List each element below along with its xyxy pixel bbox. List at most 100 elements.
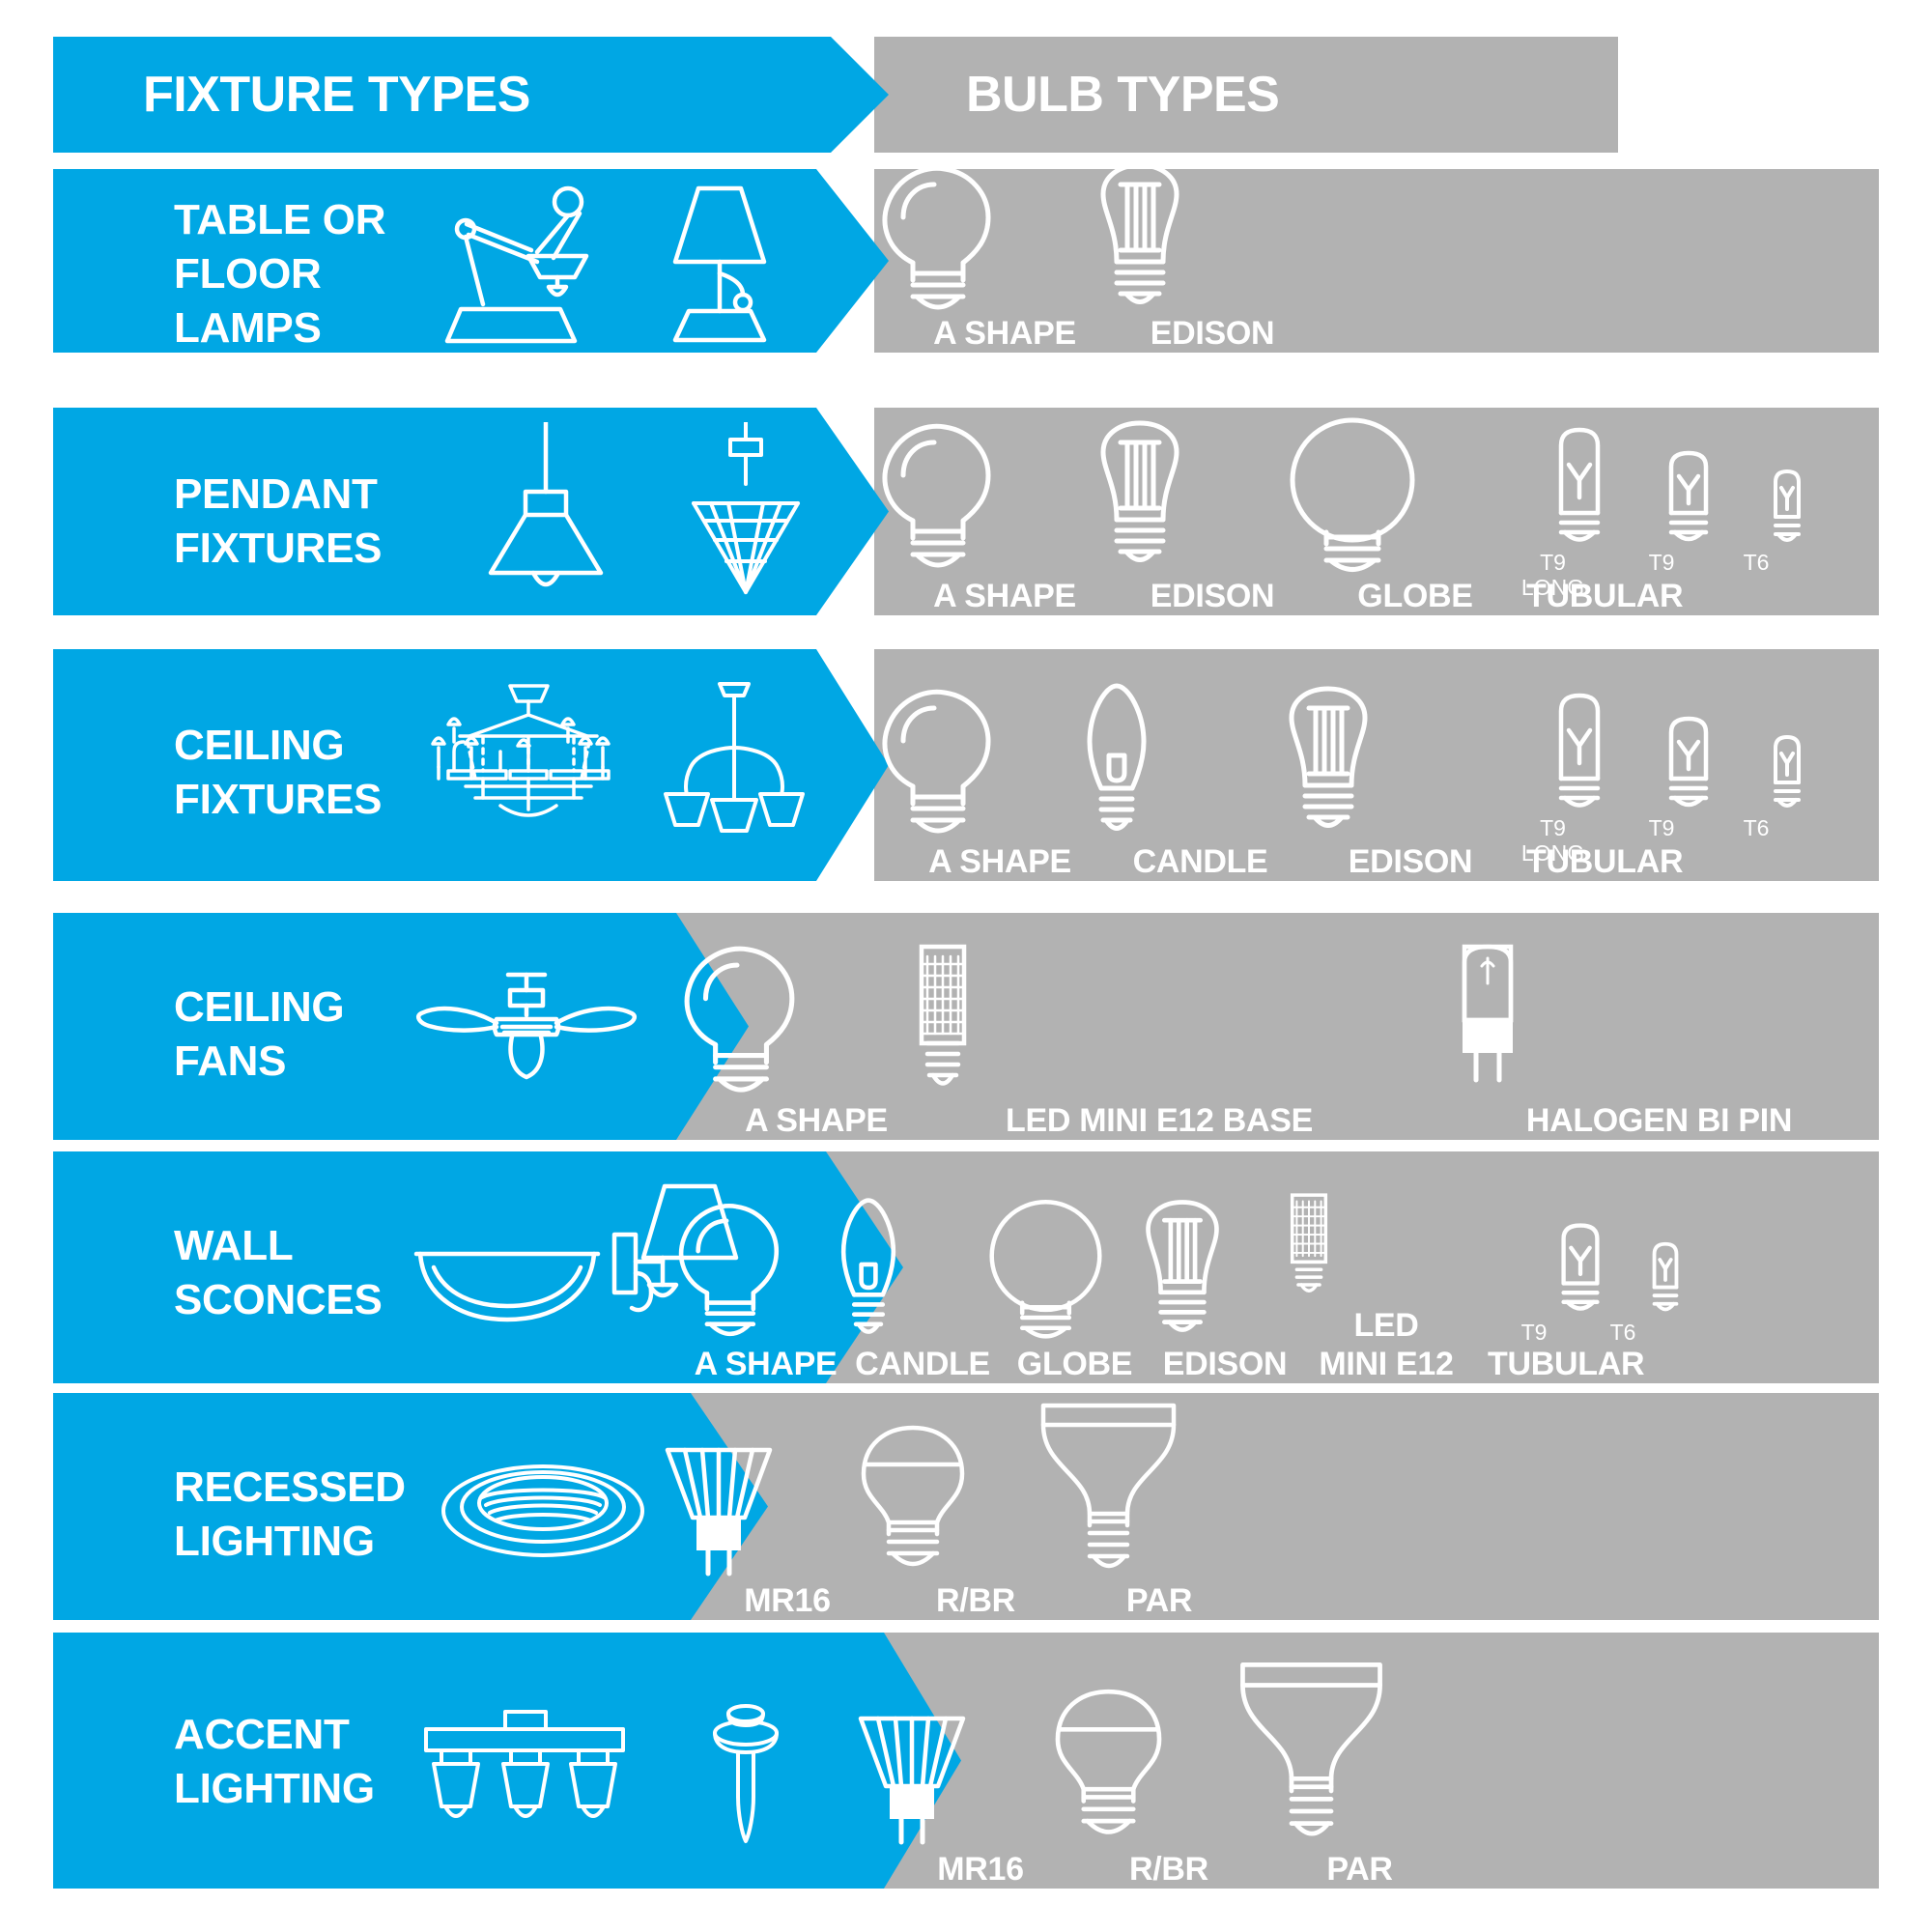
tubular-t9-icon bbox=[1660, 713, 1718, 815]
row-pendant-fixtures: PENDANT FIXTURES bbox=[0, 408, 1932, 615]
tubular-sublabel-t9: T9 bbox=[1648, 815, 1675, 840]
bulb-label: CANDLE bbox=[855, 1346, 990, 1382]
bulb-group: A SHAPE LED MINI E12 BASE bbox=[676, 913, 1879, 1140]
row-blue-arrow bbox=[53, 1151, 903, 1383]
bulb-item: EDISON bbox=[1128, 1195, 1321, 1383]
bulb-item: CANDLE bbox=[1072, 680, 1328, 881]
halogen-bi-pin-icon bbox=[1439, 937, 1879, 1101]
pendant-cone-icon bbox=[473, 422, 618, 606]
row-recessed-lighting: RECESSED LIGHTING MR16 bbox=[0, 1393, 1932, 1620]
tubular-sublabel-t6: T6 bbox=[1743, 815, 1770, 840]
fixture-label: ACCENT LIGHTING bbox=[174, 1711, 375, 1812]
a-shape-bulb-icon bbox=[874, 161, 1135, 314]
edison-bulb-icon bbox=[1082, 414, 1343, 577]
led-mini-e12-icon bbox=[1270, 1192, 1502, 1306]
bulb-group: A SHAPE CANDLE bbox=[874, 649, 1879, 881]
bulb-label: A SHAPE bbox=[745, 1102, 888, 1139]
bulb-label: R/BR bbox=[1129, 1851, 1208, 1888]
row-wall-sconces: WALL SCONCES bbox=[0, 1151, 1932, 1383]
bulb-item: PAR bbox=[1232, 1657, 1488, 1889]
mr16-bulb-icon bbox=[662, 1436, 913, 1581]
a-shape-bulb-icon bbox=[874, 414, 1135, 577]
globe-bulb-icon bbox=[980, 1195, 1169, 1345]
bulb-label: A SHAPE bbox=[933, 315, 1076, 352]
tubular-t6-icon bbox=[1645, 1238, 1686, 1320]
tubular-t9-icon bbox=[1552, 1219, 1608, 1320]
tubular-sublabels: T9 T6 bbox=[1488, 1320, 1768, 1345]
chandelier-large-icon bbox=[425, 678, 633, 852]
bulb-label: MR16 bbox=[937, 1851, 1024, 1888]
tubular-bulb-group-icon bbox=[1534, 685, 1853, 815]
row-blue-arrow bbox=[53, 1393, 768, 1620]
ceiling-fan-icon bbox=[415, 971, 638, 1087]
row-gray-band bbox=[874, 649, 1879, 881]
bulb-item: MR16 bbox=[662, 1436, 913, 1620]
fixture-label: PENDANT FIXTURES bbox=[174, 470, 383, 572]
bulb-item: A SHAPE bbox=[874, 680, 1125, 881]
bulb-item: R/BR bbox=[850, 1422, 1101, 1620]
a-shape-bulb-icon bbox=[671, 1195, 860, 1345]
bulb-item: LED MINI E12 BASE bbox=[898, 937, 1420, 1140]
tubular-t6-icon bbox=[1766, 467, 1808, 550]
tubular-bulb-pair-icon bbox=[1531, 1213, 1724, 1320]
bulb-item: T9 LONG T9 T6 TUBULAR bbox=[1507, 419, 1879, 615]
candle-bulb-icon bbox=[1072, 680, 1328, 842]
bulb-group: MR16 R/BR bbox=[665, 1393, 1879, 1620]
row-blue-arrow bbox=[53, 1633, 961, 1889]
header-right-title: BULB TYPES bbox=[966, 67, 1280, 123]
fixture-label: TABLE OR FLOOR LAMPS bbox=[174, 196, 386, 352]
bulb-item: MR16 bbox=[855, 1705, 1106, 1889]
a-shape-bulb-icon bbox=[676, 937, 956, 1101]
r-br-bulb-icon bbox=[850, 1422, 1101, 1581]
tubular-sublabel-t9: T9 bbox=[1648, 550, 1675, 575]
bulb-label: A SHAPE bbox=[933, 578, 1076, 614]
row-table-or-floor-lamps: TABLE OR FLOOR LAMPS bbox=[0, 162, 1932, 353]
wall-arm-sconce-icon bbox=[609, 1180, 744, 1359]
candle-bulb-icon bbox=[826, 1195, 1019, 1345]
bulb-group: A SHAPE EDISON bbox=[874, 162, 1879, 353]
path-light-icon bbox=[705, 1700, 787, 1845]
bulb-item: EDISON bbox=[1082, 161, 1343, 353]
bulb-label: PAR bbox=[1326, 1851, 1393, 1888]
tubular-sublabels: T9 LONG T9 T6 bbox=[1507, 815, 1879, 866]
tubular-t9-icon bbox=[1660, 447, 1718, 550]
track-light-icon bbox=[420, 1708, 628, 1838]
bulb-label: R/BR bbox=[936, 1582, 1015, 1619]
bulb-item: A SHAPE bbox=[874, 414, 1135, 615]
mr16-bulb-icon bbox=[855, 1705, 1106, 1850]
bulb-group: A SHAPE CANDLE bbox=[676, 1151, 1879, 1383]
bulb-label: TUBULAR bbox=[1526, 578, 1684, 614]
edison-bulb-icon bbox=[1270, 680, 1550, 842]
bulb-label: TUBULAR bbox=[1488, 1346, 1645, 1382]
par-bulb-icon bbox=[1232, 1657, 1488, 1850]
tubular-t6-icon bbox=[1766, 732, 1808, 815]
bulb-label: A SHAPE bbox=[928, 843, 1071, 880]
bulb-label: GLOBE bbox=[1357, 578, 1473, 614]
row-gray-band bbox=[874, 1633, 1879, 1889]
bulb-label: GLOBE bbox=[1016, 1346, 1133, 1382]
tubular-sublabel-t6: T6 bbox=[1609, 1320, 1636, 1345]
bulb-item: R/BR bbox=[1043, 1686, 1294, 1889]
bulb-group: A SHAPE EDISON bbox=[874, 408, 1879, 615]
chandelier-small-icon bbox=[652, 678, 816, 852]
bulb-item: T9 LONG T9 T6 TUBULAR bbox=[1507, 685, 1879, 881]
bulb-label: EDISON bbox=[1150, 578, 1275, 614]
bulb-label: MR16 bbox=[744, 1582, 831, 1619]
row-accent-lighting: ACCENT LIGHTING bbox=[0, 1633, 1932, 1889]
recessed-can-icon bbox=[440, 1461, 647, 1567]
tubular-sublabel-t9-long: T9 LONG bbox=[1520, 815, 1585, 866]
row-ceiling-fans: CEILING FANS bbox=[0, 913, 1932, 1140]
bulb-label: EDISON bbox=[1348, 843, 1473, 880]
bulb-item: T9 T6 TUBULAR bbox=[1488, 1213, 1768, 1383]
bulb-label: TUBULAR bbox=[1526, 843, 1684, 880]
row-blue-arrow bbox=[53, 913, 749, 1140]
bulb-label: LED MINI E12 bbox=[1319, 1307, 1454, 1382]
bulb-label: EDISON bbox=[1150, 315, 1275, 352]
header-left-title: FIXTURE TYPES bbox=[143, 67, 530, 123]
edison-bulb-icon bbox=[1082, 161, 1343, 314]
bulb-label: PAR bbox=[1125, 1582, 1193, 1619]
r-br-bulb-icon bbox=[1043, 1686, 1294, 1850]
tubular-sublabels: T9 LONG T9 T6 bbox=[1507, 550, 1879, 600]
bulb-group: MR16 R/BR bbox=[858, 1633, 1879, 1889]
